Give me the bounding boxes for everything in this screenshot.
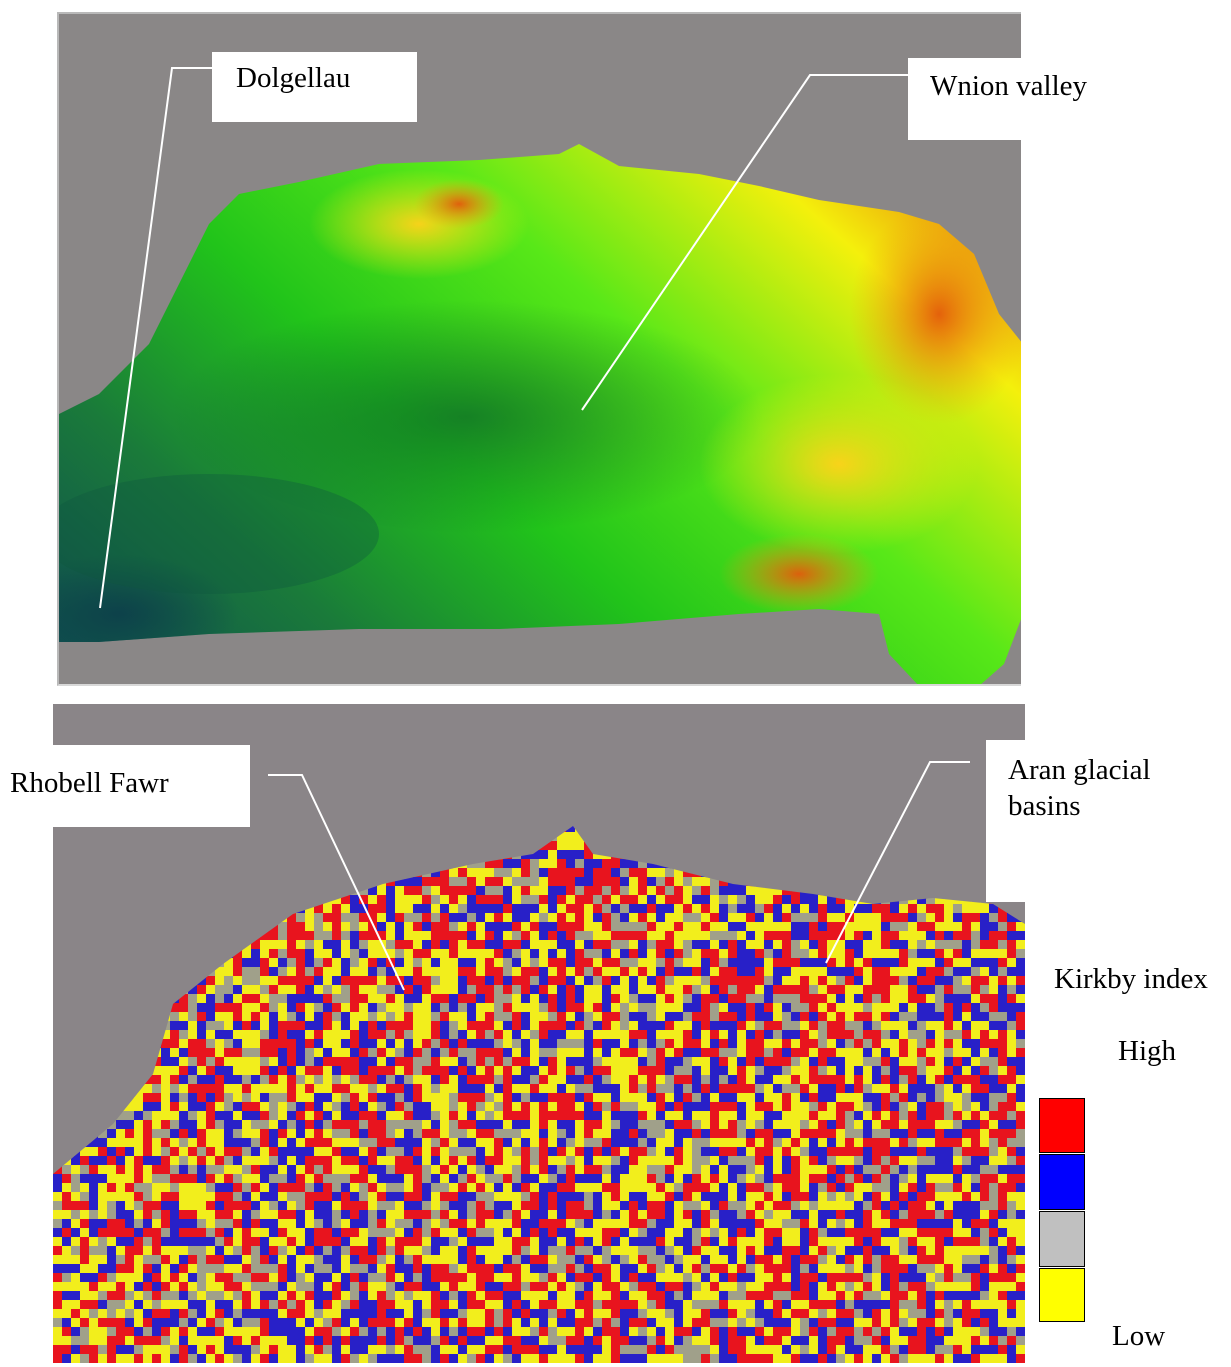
aran-label-line1: Aran glacial <box>1008 754 1151 786</box>
dolgellau-label: Dolgellau <box>212 52 417 122</box>
legend-swatch-blue <box>1039 1154 1085 1210</box>
legend-title: Kirkby index <box>1054 963 1208 995</box>
elevation-map <box>59 14 1021 684</box>
legend-swatch-grey <box>1039 1211 1085 1267</box>
aran-label-line2: basins <box>1008 790 1081 823</box>
legend-swatch-yellow <box>1039 1268 1085 1322</box>
wnion-valley-label: Wnion valley <box>908 58 1138 140</box>
legend-swatch-red <box>1039 1098 1085 1153</box>
rhobell-fawr-label: Rhobell Fawr <box>0 745 250 827</box>
aran-glacial-basins-label: Aran glacial basins <box>986 740 1231 902</box>
legend-low-label: Low <box>1112 1320 1166 1352</box>
legend-high-label: High <box>1118 1035 1176 1067</box>
elevation-map-panel <box>57 12 1021 686</box>
